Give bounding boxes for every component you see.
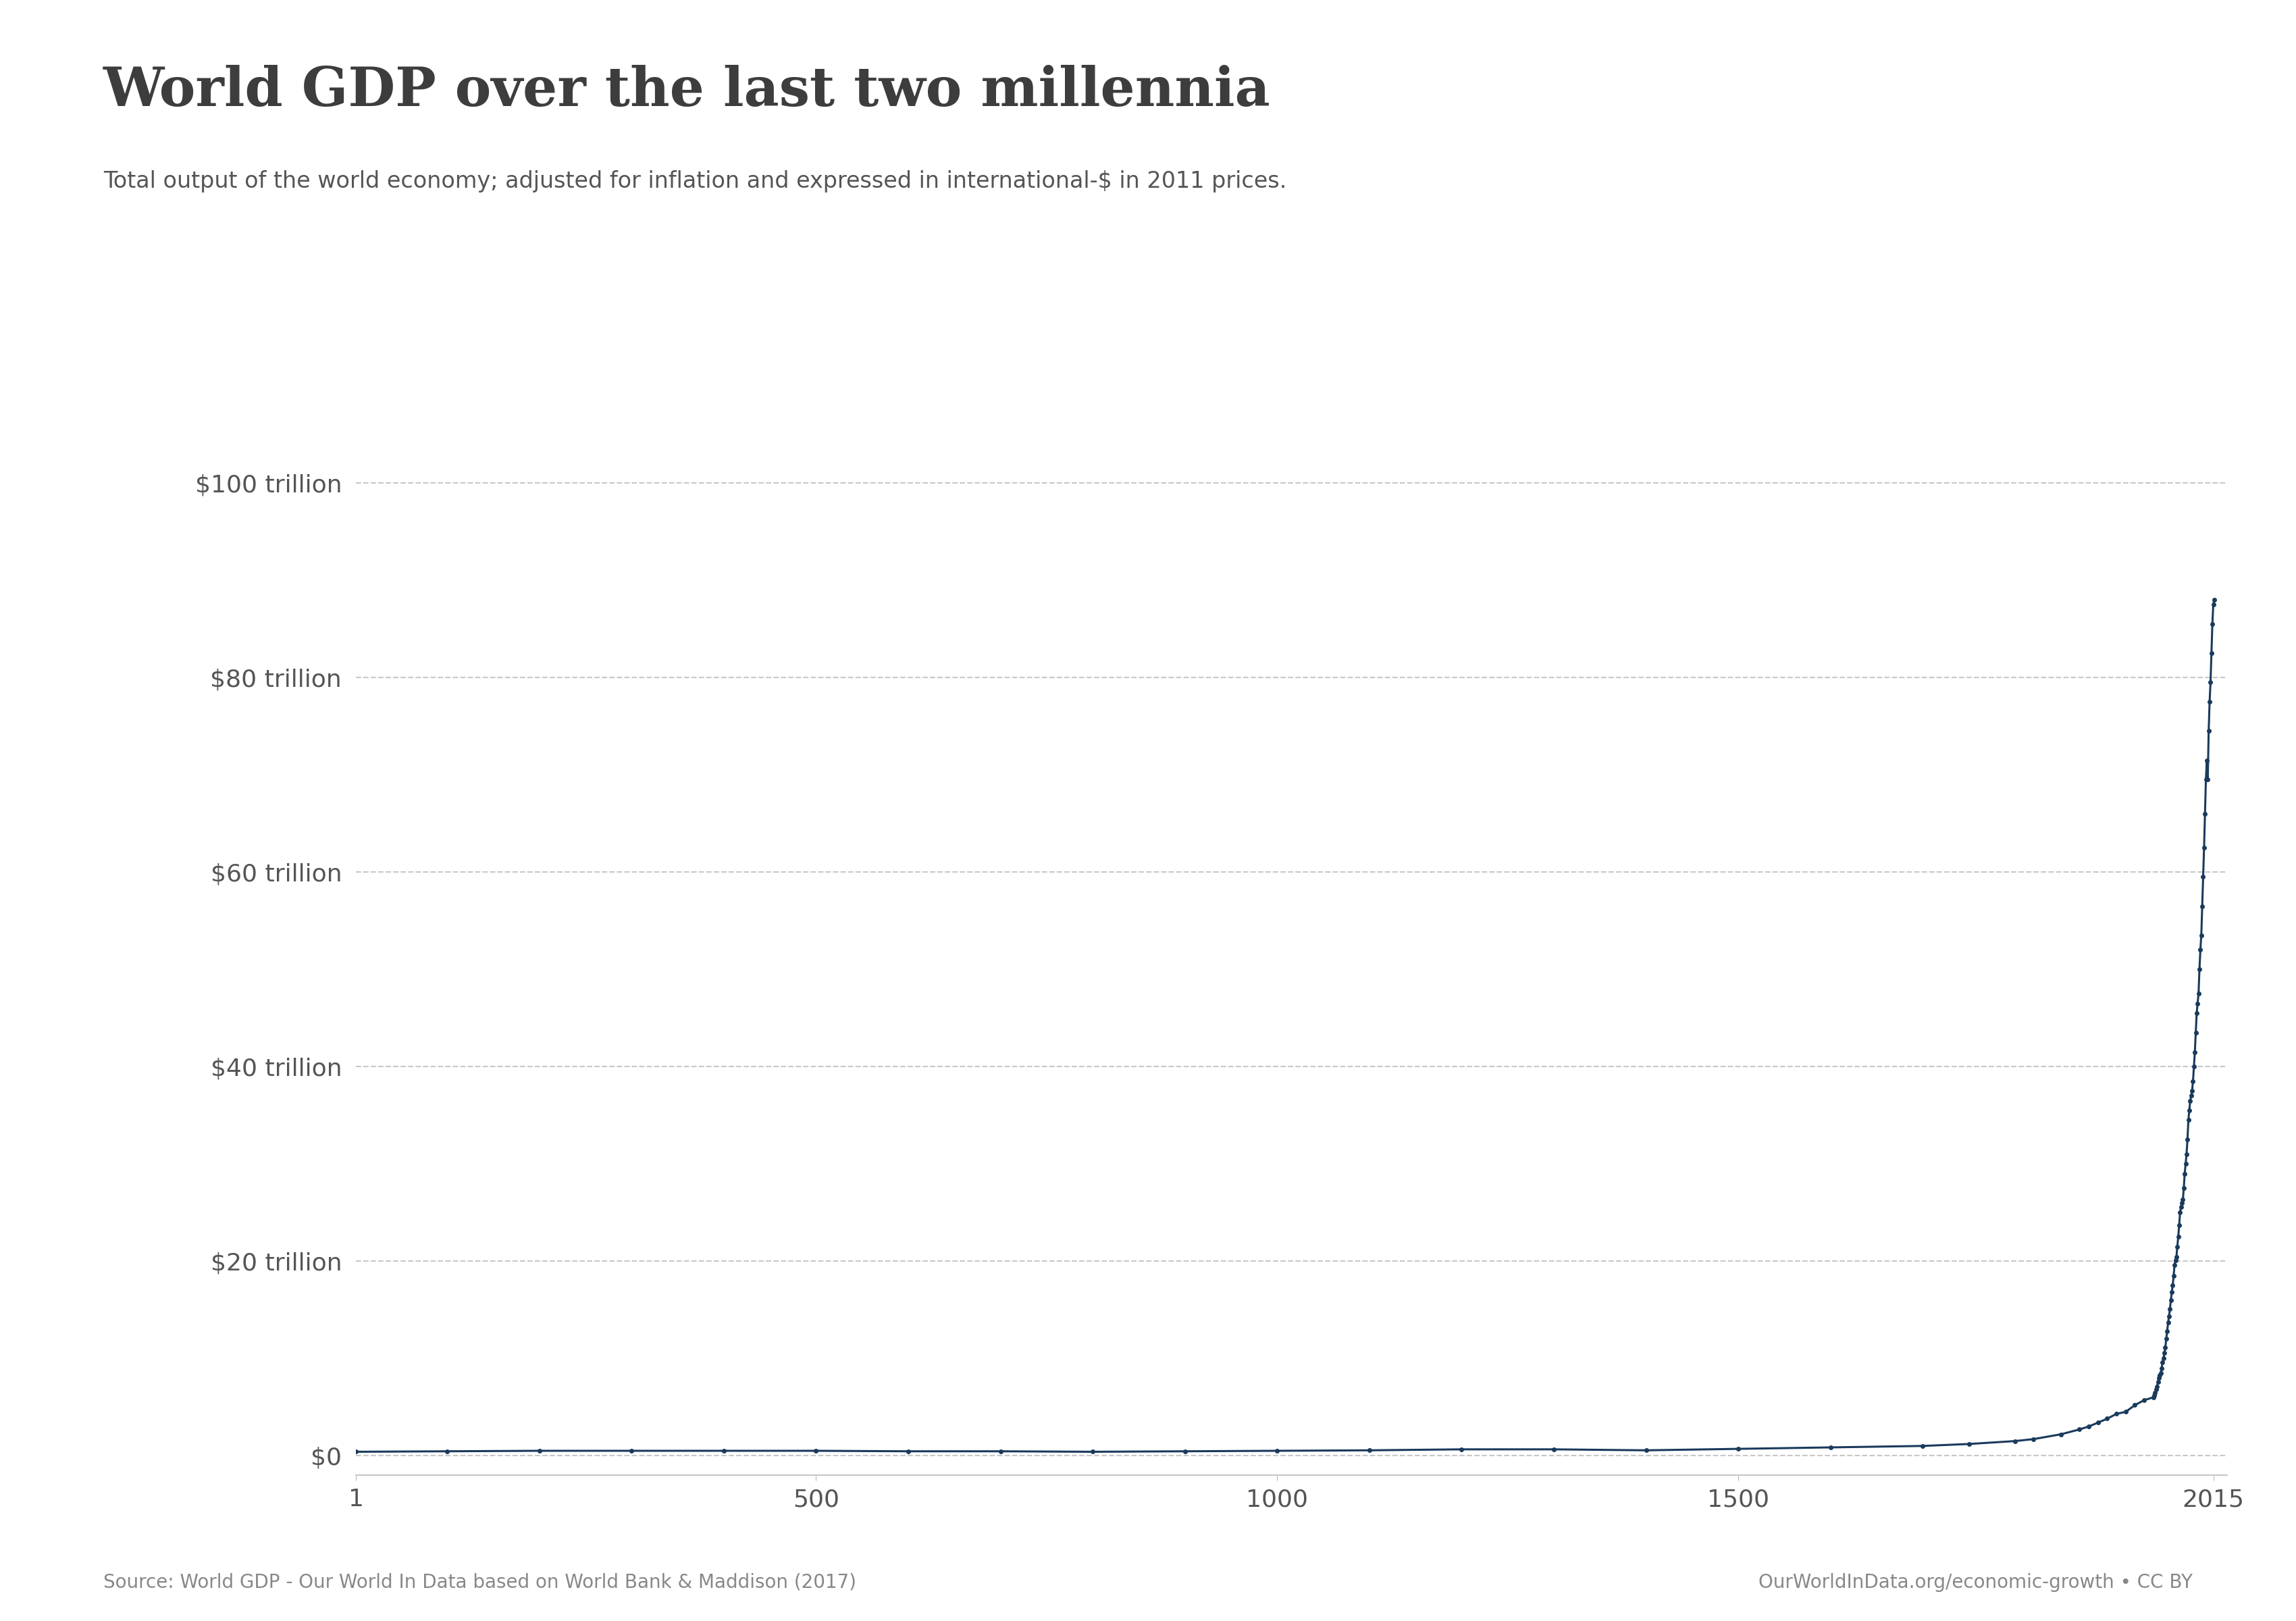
Text: Total output of the world economy; adjusted for inflation and expressed in inter: Total output of the world economy; adjus… (103, 170, 1286, 193)
Text: in Data: in Data (2053, 122, 2138, 141)
Text: Our World: Our World (2037, 71, 2154, 91)
Text: Source: World GDP - Our World In Data based on World Bank & Maddison (2017): Source: World GDP - Our World In Data ba… (103, 1572, 856, 1592)
Text: OurWorldInData.org/economic-growth • CC BY: OurWorldInData.org/economic-growth • CC … (1759, 1572, 2193, 1592)
Text: World GDP over the last two millennia: World GDP over the last two millennia (103, 65, 1270, 117)
